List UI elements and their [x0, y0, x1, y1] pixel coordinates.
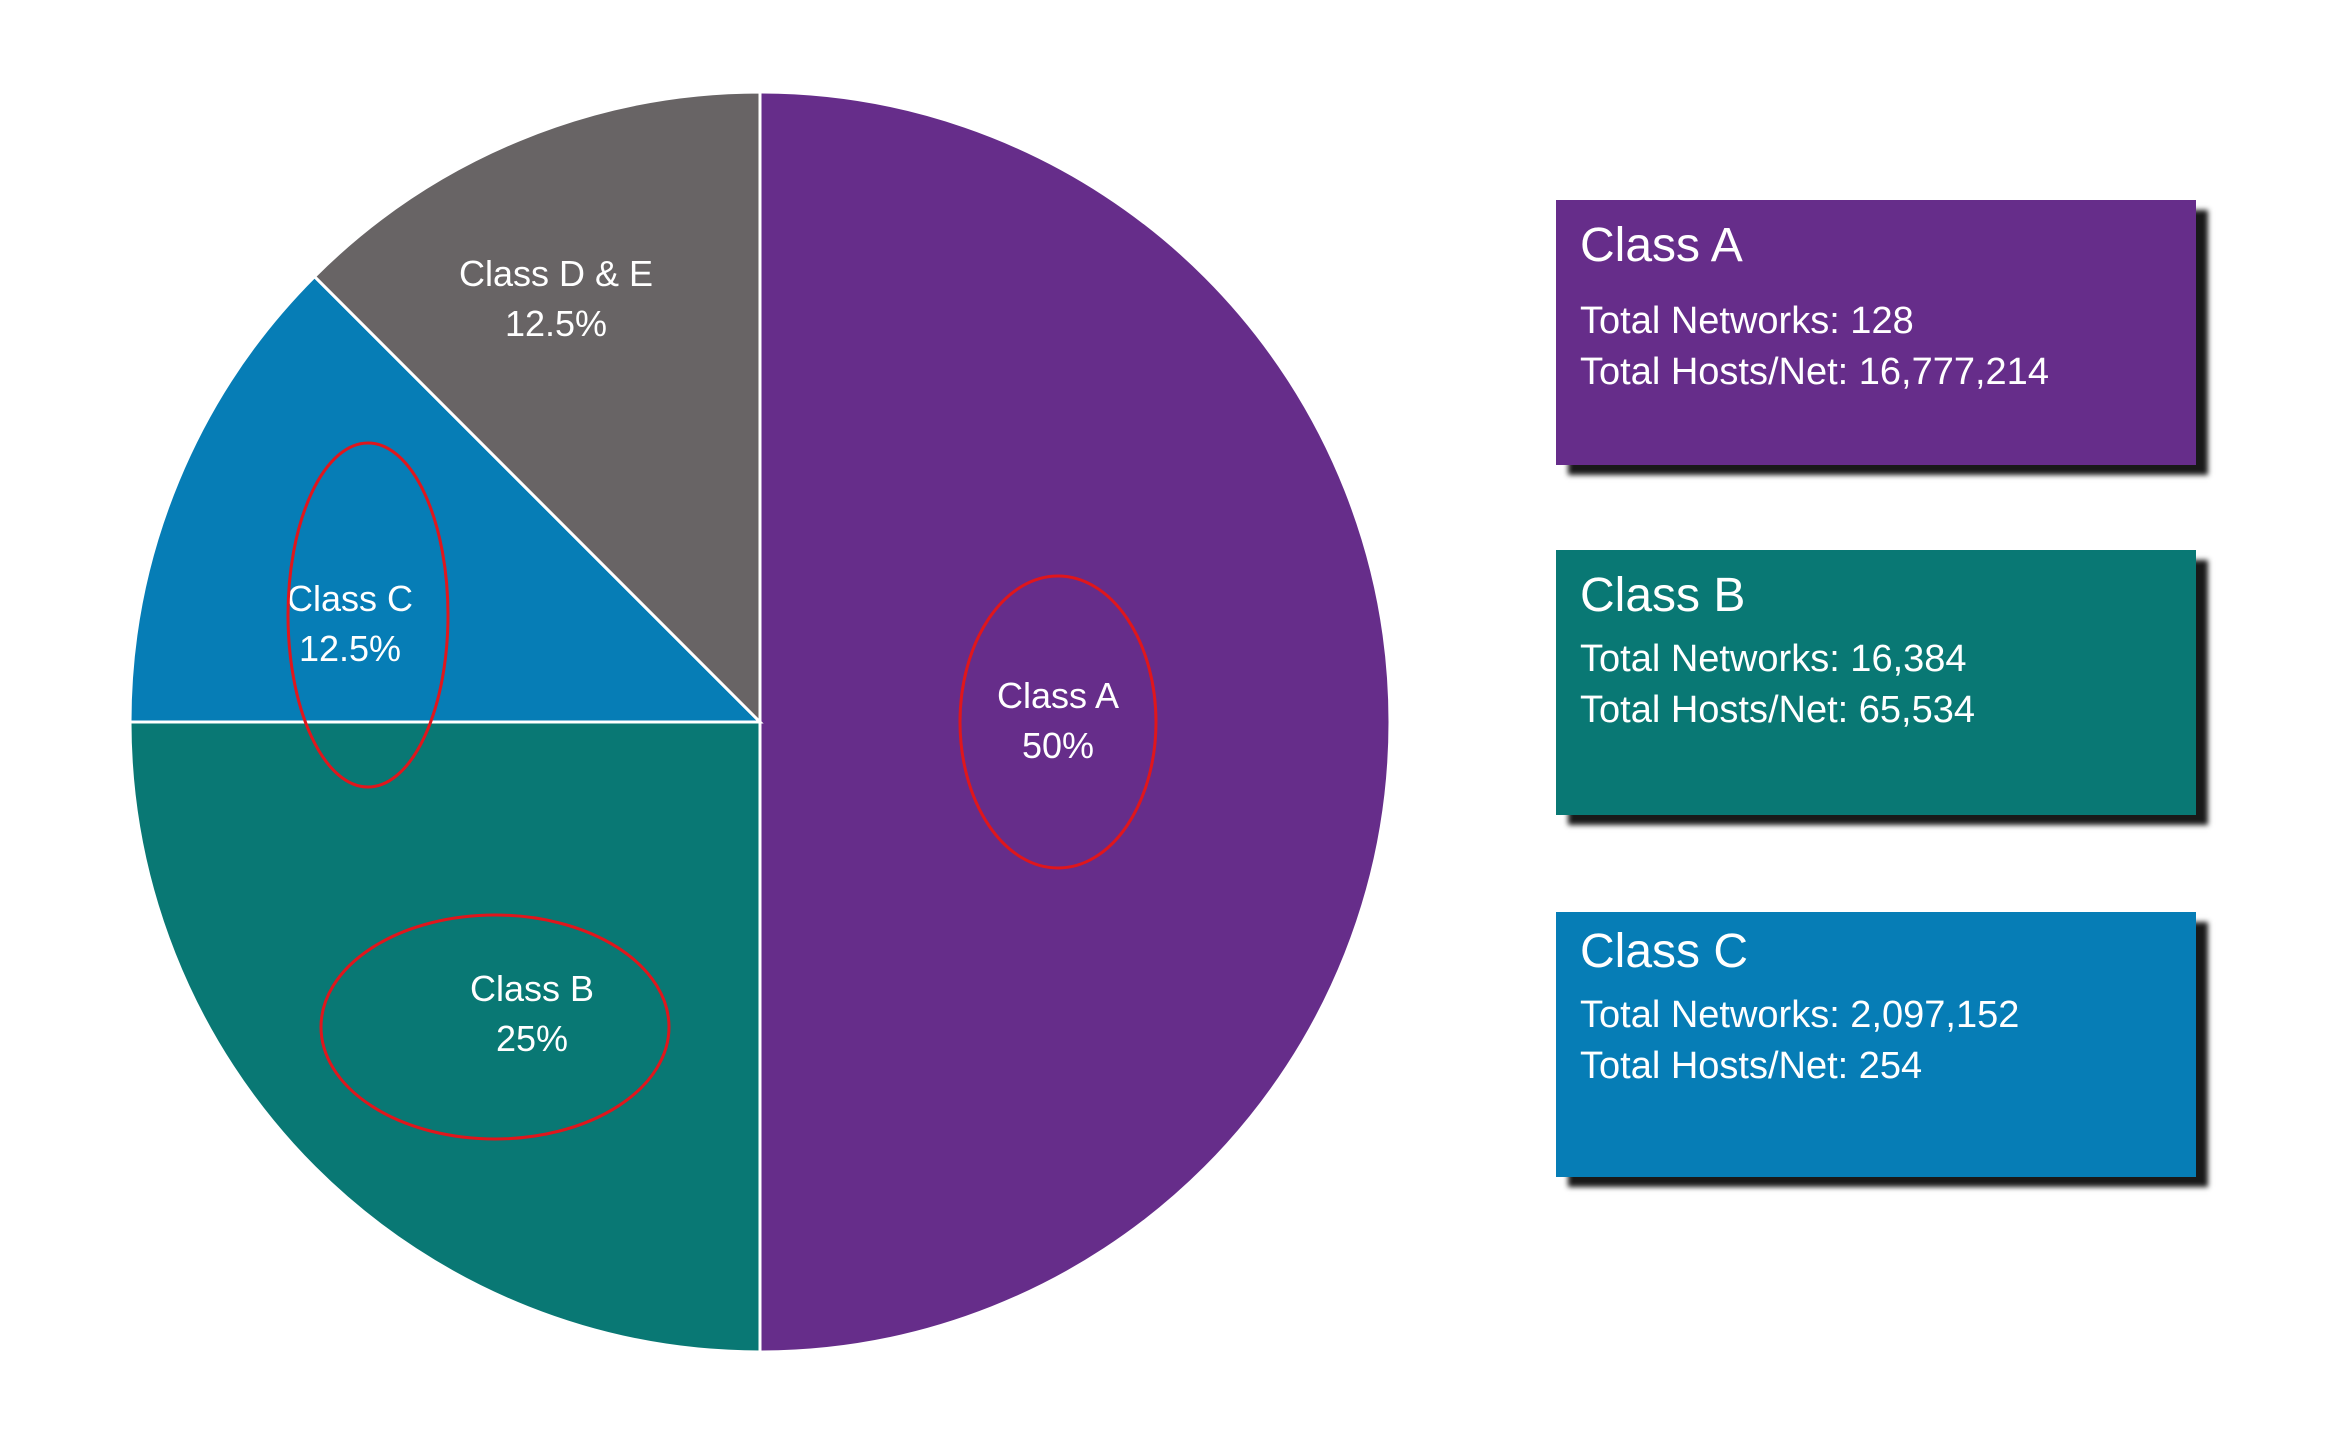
slice-label: Class A	[997, 675, 1119, 716]
card-total-hosts: Total Hosts/Net: 16,777,214	[1580, 351, 2049, 393]
card-title: Class B	[1580, 569, 1746, 622]
slice-percentage-label: 50%	[1022, 725, 1094, 766]
card-total-networks: Total Networks: 2,097,152	[1580, 994, 2020, 1036]
slice-percentage-label: 25%	[496, 1018, 568, 1059]
pie-slice-class-a	[758, 90, 1392, 1354]
card-total-networks: Total Networks: 128	[1580, 300, 1914, 342]
slice-percentage-label: 12.5%	[505, 303, 607, 344]
card-class-b: Class B Total Networks: 16,384 Total Hos…	[1556, 550, 2196, 815]
highlight-circle-class-a	[958, 574, 1158, 870]
card-total-networks: Total Networks: 16,384	[1580, 638, 1967, 680]
pie-slice-class-b	[128, 720, 762, 1354]
slice-label: Class C	[287, 578, 413, 619]
highlight-circles	[286, 441, 1158, 1141]
card-total-hosts: Total Hosts/Net: 254	[1580, 1045, 1923, 1087]
highlight-circle-class-c	[286, 441, 450, 789]
card-class-c: Class C Total Networks: 2,097,152 Total …	[1556, 912, 2196, 1177]
pie-slices	[128, 90, 1392, 1354]
card-total-hosts: Total Hosts/Net: 65,534	[1580, 689, 1975, 731]
slice-label: Class D & E	[459, 253, 653, 294]
pie-labels: Class A 50% Class B 25% Class C 12.5% Class D …	[287, 253, 1119, 1059]
card-title: Class C	[1580, 925, 1749, 978]
card-class-a: Class A Total Networks: 128 Total Hosts/…	[1556, 200, 2196, 465]
pie-slice-class-d-e	[312, 90, 762, 726]
card-title: Class A	[1580, 219, 1743, 272]
slice-percentage-label: 12.5%	[299, 628, 401, 669]
slice-label: Class B	[470, 968, 594, 1009]
highlight-circle-class-b	[319, 913, 671, 1141]
pie-chart: Class A 50% Class B 25% Class C 12.5% Class D …	[128, 90, 1392, 1354]
